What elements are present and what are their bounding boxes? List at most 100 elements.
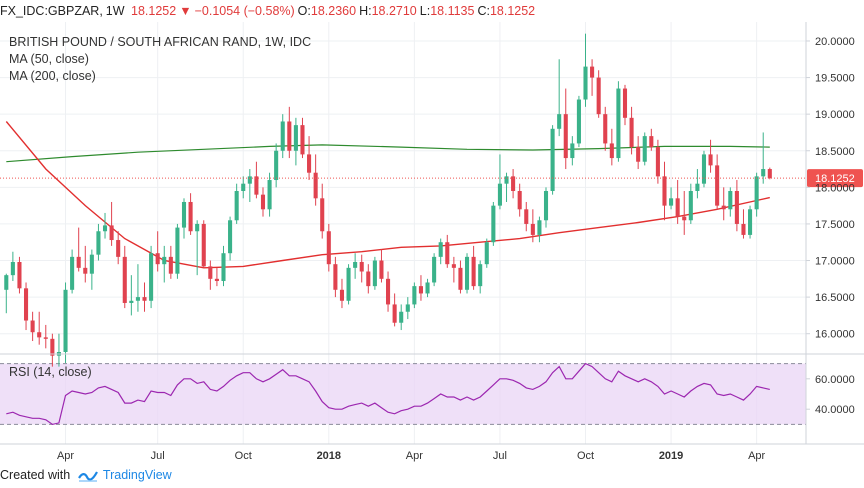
candle: [530, 209, 535, 243]
candle: [201, 220, 206, 268]
candle-body: [662, 176, 667, 206]
candle: [37, 311, 42, 345]
candle-body: [655, 147, 660, 177]
price-tick-label: 20.0000: [815, 36, 855, 48]
candle-body: [300, 125, 305, 155]
candle-body: [135, 297, 140, 301]
candle-body: [10, 261, 15, 276]
symbol-label[interactable]: FX_IDC:GBPZAR,: [0, 4, 103, 18]
candle-body: [741, 223, 746, 235]
candle-body: [432, 256, 437, 283]
candle-body: [149, 253, 154, 301]
high-label: H:: [359, 4, 372, 18]
candle-body: [603, 114, 608, 144]
symbol-header: FX_IDC:GBPZAR, 1W 18.1252 ▼ −0.1054 (−0.58%…: [0, 0, 864, 22]
candle: [168, 245, 173, 279]
candle-body: [524, 209, 529, 224]
open-value: 18.2360: [310, 4, 357, 18]
candle-body: [43, 337, 48, 339]
candle-body: [583, 66, 588, 100]
candle: [234, 183, 239, 224]
candle: [122, 245, 127, 309]
candle-body: [530, 223, 535, 235]
candle: [570, 136, 575, 166]
interval-label[interactable]: 1W: [105, 4, 125, 18]
candle-body: [682, 216, 687, 221]
candle-body: [669, 198, 674, 206]
candle: [471, 245, 476, 290]
candle-body: [109, 225, 114, 241]
candle: [63, 282, 68, 363]
candle: [655, 139, 660, 184]
ma50-legend[interactable]: MA (50, close): [9, 52, 89, 66]
time-tick-label: Apr: [748, 450, 765, 462]
candle-body: [274, 150, 279, 181]
candle: [339, 278, 345, 309]
change-value: −0.1054 (−0.58%): [194, 4, 295, 18]
time-tick-label: Oct: [577, 450, 594, 462]
candle-body: [293, 125, 298, 151]
candle: [537, 216, 542, 243]
chart-title: BRITISH POUND / SOUTH AFRICAN RAND, 1W, …: [9, 35, 311, 49]
candle: [162, 245, 167, 283]
candle-body: [214, 278, 219, 282]
candle-body: [267, 180, 272, 210]
candle-body: [458, 267, 463, 290]
candle: [260, 187, 266, 217]
candle-body: [339, 289, 345, 301]
candle-body: [570, 143, 575, 159]
candle: [438, 238, 443, 265]
candle: [102, 212, 108, 239]
ma200-legend[interactable]: MA (200, close): [9, 69, 96, 83]
candle-body: [307, 154, 312, 173]
candle-body: [504, 176, 509, 184]
candle-body: [596, 77, 601, 115]
candle: [214, 267, 219, 287]
candle: [695, 169, 700, 199]
candle: [17, 256, 22, 294]
rsi-tick-label: 60.0000: [815, 374, 855, 386]
candle: [241, 176, 246, 199]
candle: [221, 245, 226, 287]
rsi-legend[interactable]: RSI (14, close): [9, 365, 92, 379]
candle: [326, 223, 331, 272]
candle-body: [484, 242, 489, 265]
price-tick-label: 17.0000: [815, 256, 855, 268]
candle: [616, 81, 621, 162]
candle-body: [162, 256, 167, 265]
candle: [649, 128, 654, 151]
price-tick-label: 17.5000: [815, 219, 855, 231]
candle: [149, 245, 154, 309]
candle: [267, 172, 272, 217]
candle: [662, 161, 667, 221]
candle: [464, 253, 470, 294]
candle-body: [63, 289, 68, 352]
price-chart[interactable]: 18.1252 20.0000 19.5000 19.0000 18.5000 18.0…: [0, 22, 864, 462]
candle: [43, 324, 48, 349]
candle-body: [188, 201, 193, 232]
candle-body: [754, 176, 759, 210]
candle-body: [247, 176, 252, 184]
candle-body: [642, 136, 647, 162]
candle: [445, 234, 450, 268]
candle: [563, 88, 568, 170]
candle-body: [636, 147, 641, 162]
candle: [142, 282, 147, 312]
price-tick-label: 16.0000: [815, 329, 855, 341]
candle-body: [83, 267, 88, 274]
last-price-tag-label: 18.1252: [815, 173, 855, 185]
candle-body: [543, 191, 549, 221]
candle-body: [379, 260, 384, 279]
candle: [50, 333, 55, 367]
candle-body: [228, 220, 233, 254]
candle-body: [550, 128, 555, 191]
candle-body: [30, 320, 35, 333]
candle: [228, 216, 233, 261]
close-value: 18.1252: [489, 4, 536, 18]
close-label: C:: [477, 4, 490, 18]
candle-body: [175, 227, 180, 274]
tradingview-logo-icon[interactable]: [77, 469, 98, 483]
candle-body: [511, 176, 516, 191]
tradingview-link[interactable]: TradingView: [102, 468, 172, 482]
candle-body: [695, 183, 700, 191]
